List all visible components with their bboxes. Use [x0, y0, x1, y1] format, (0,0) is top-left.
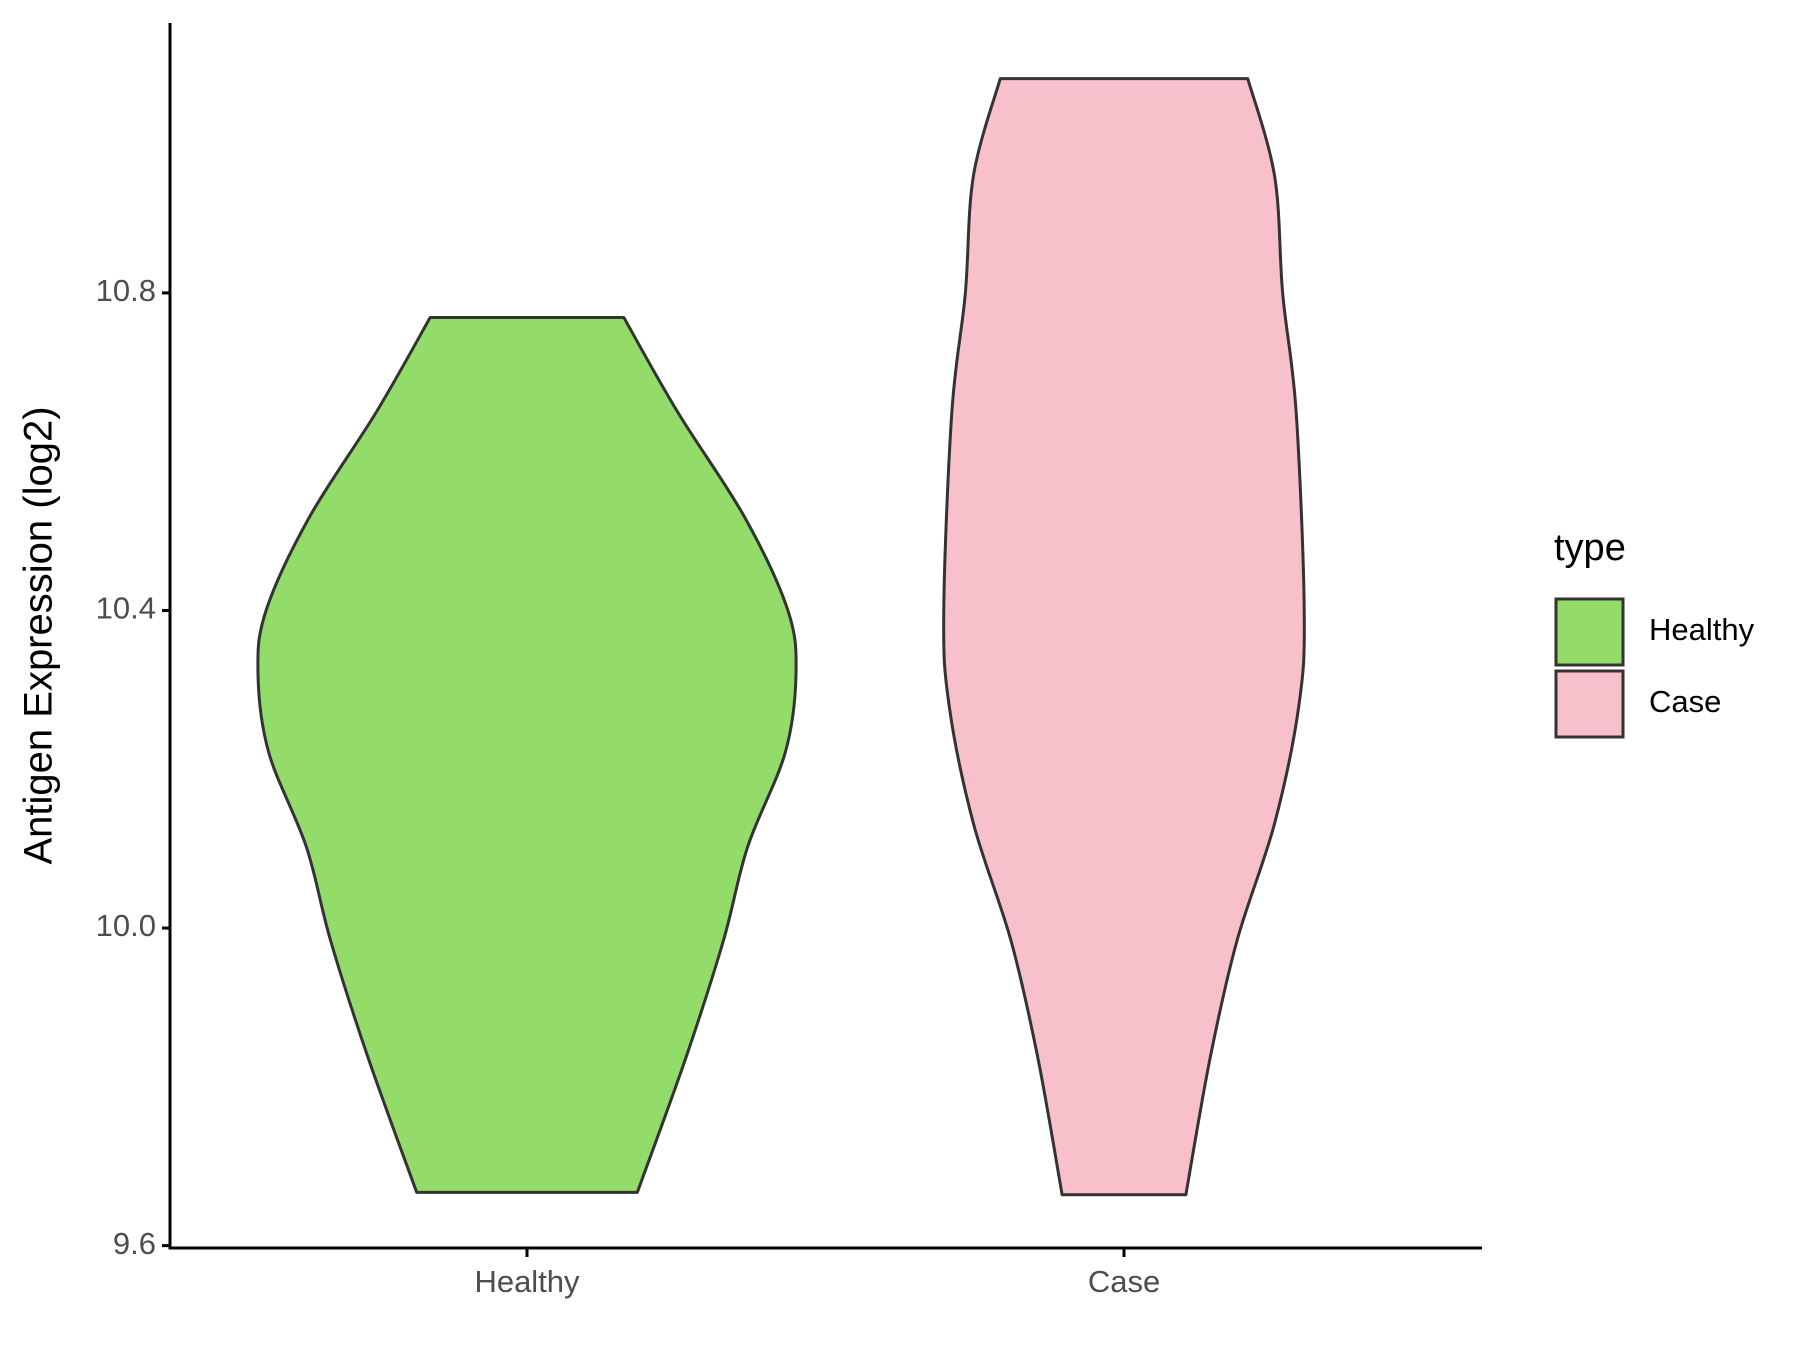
legend-key	[1554, 597, 1625, 667]
legend-label: Healthy	[1649, 612, 1755, 647]
x-tick-label: Healthy	[474, 1264, 580, 1299]
x-tick-label: Case	[1088, 1264, 1160, 1299]
legend-label: Case	[1649, 684, 1721, 719]
violin	[256, 316, 798, 1194]
y-tick-label: 10.4	[96, 591, 156, 626]
y-tick-label: 9.6	[113, 1226, 156, 1261]
y-tick-label: 10.8	[96, 273, 156, 308]
y-axis-title: Antigen Expression (log2)	[17, 406, 61, 864]
violin	[942, 77, 1306, 1197]
legend-title: type	[1554, 527, 1626, 569]
legend-key	[1554, 669, 1625, 739]
y-tick-label: 10.0	[96, 908, 156, 943]
